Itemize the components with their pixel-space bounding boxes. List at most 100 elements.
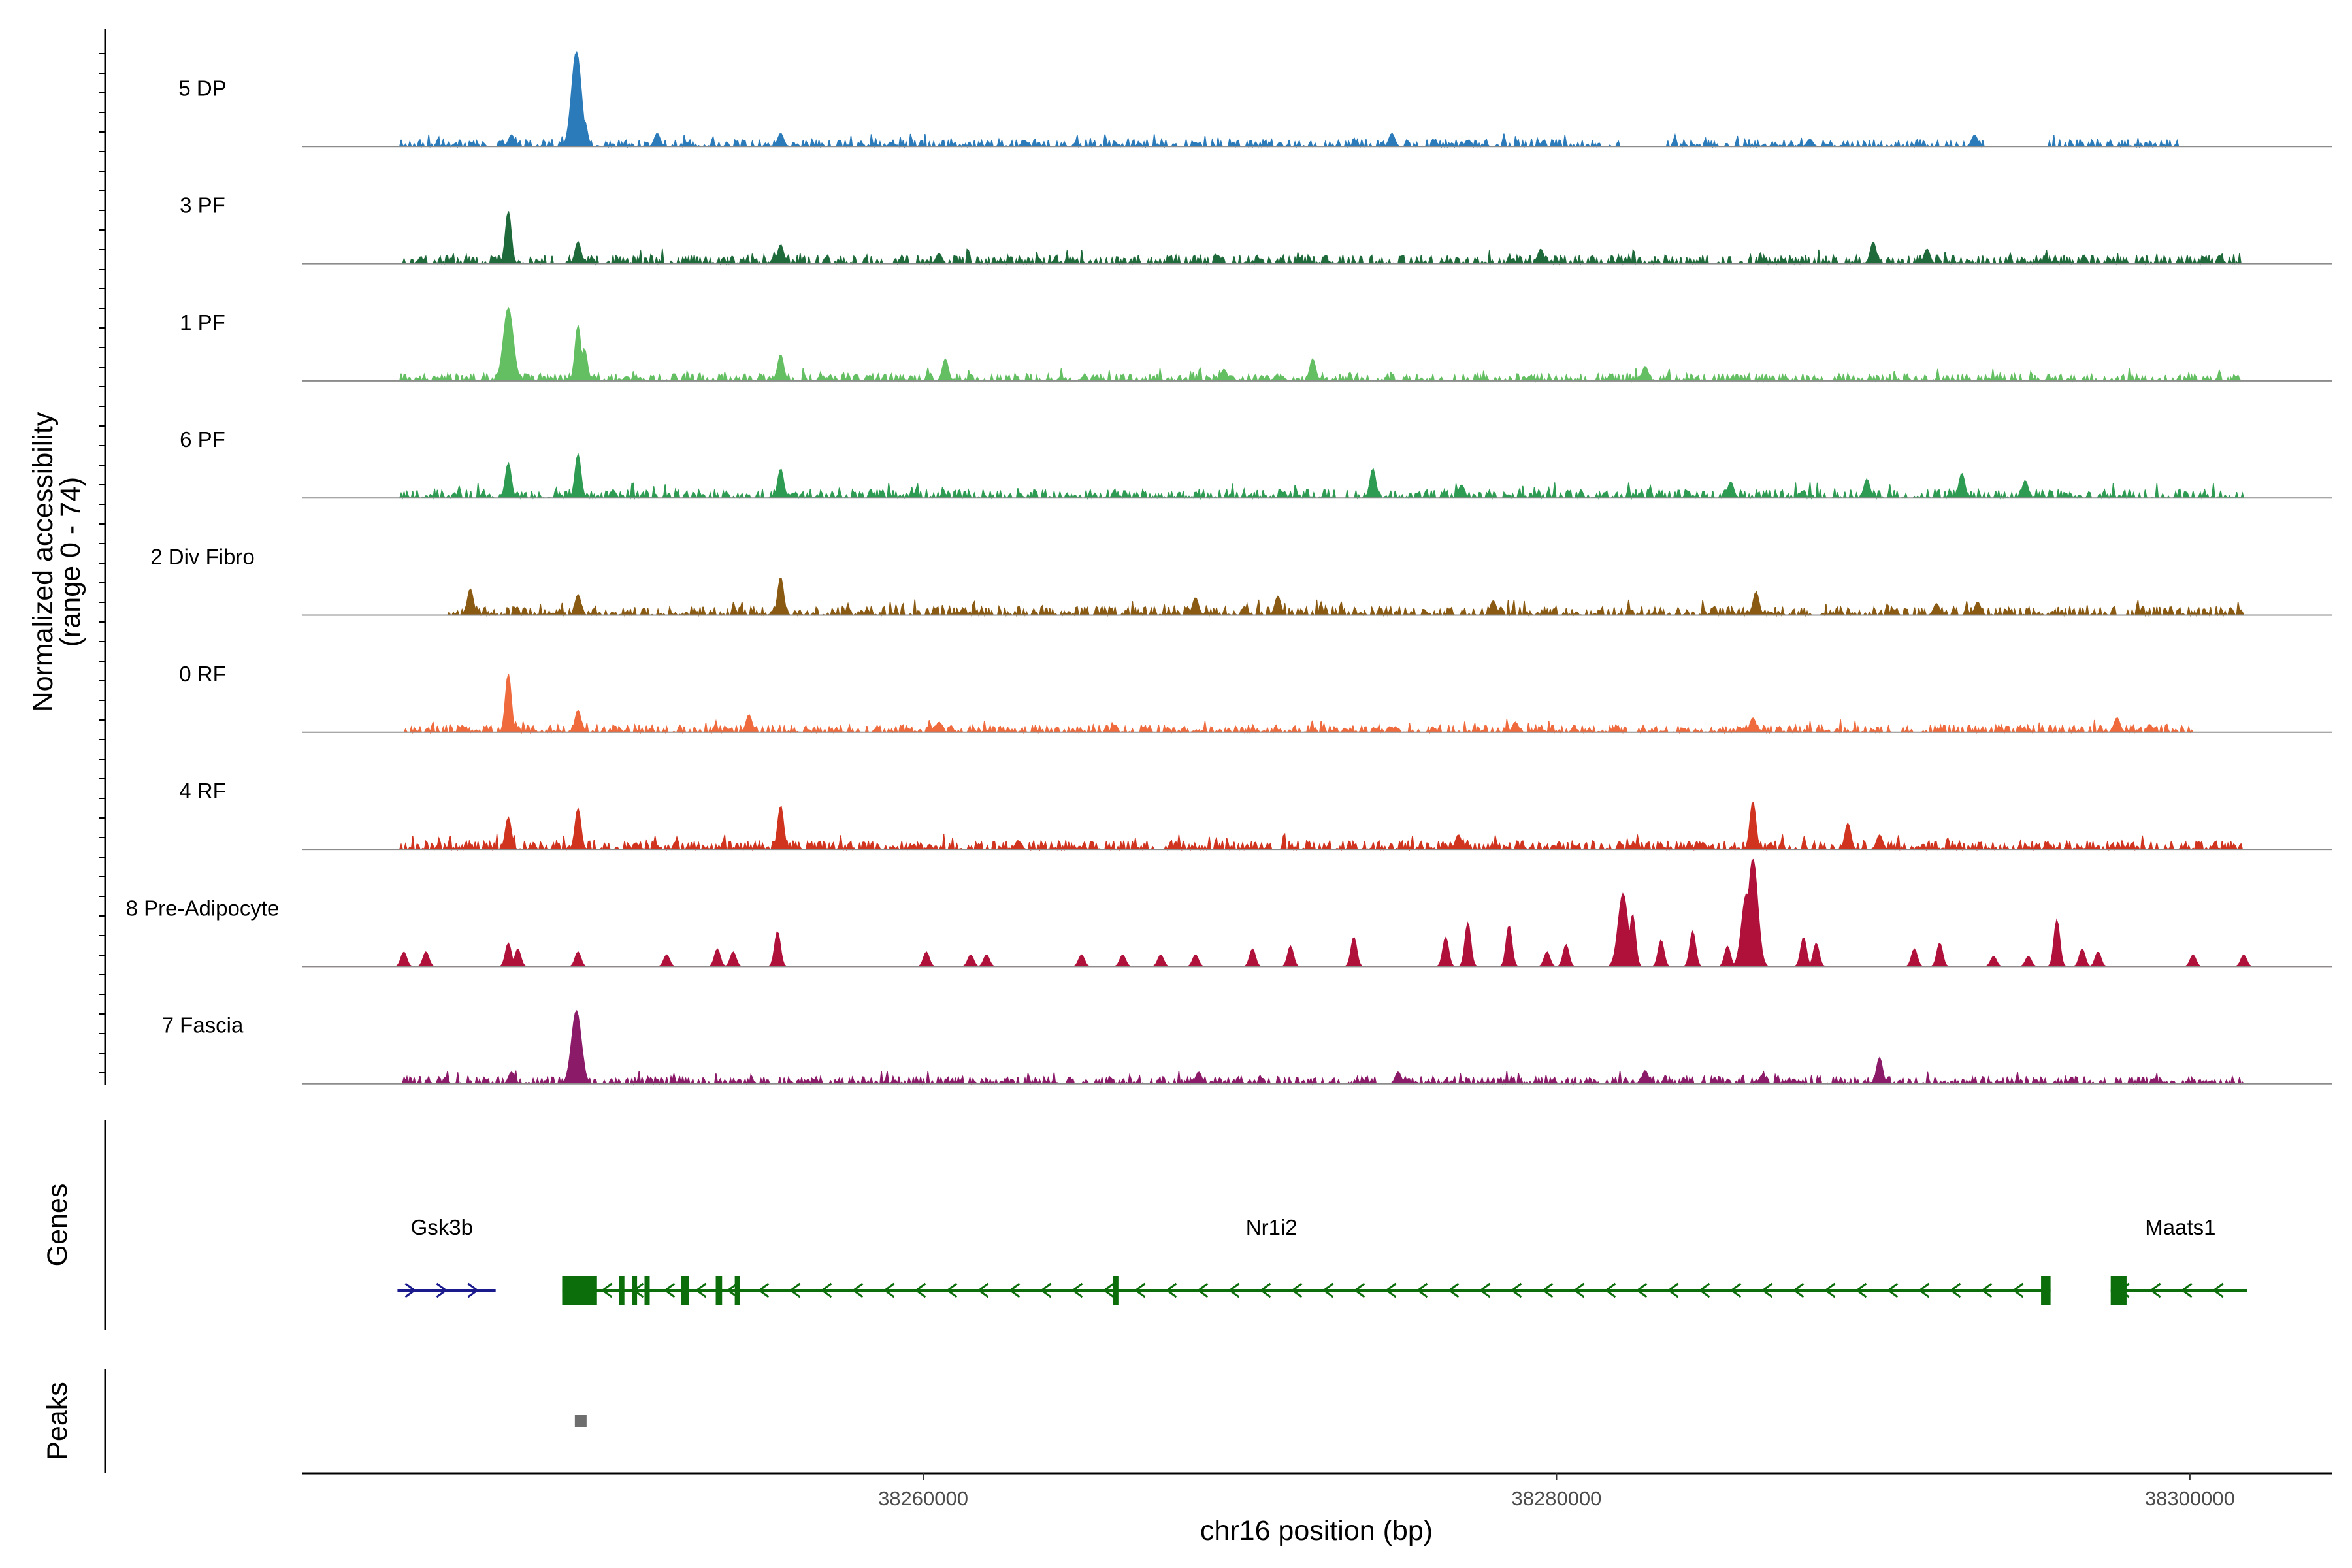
strand-chevron bbox=[2149, 1282, 2161, 1298]
strand-chevron bbox=[1102, 1282, 1115, 1298]
x-tick-label: 38300000 bbox=[2145, 1487, 2235, 1510]
x-axis-title: chr16 position (bp) bbox=[1200, 1515, 1433, 1546]
strand-chevron bbox=[467, 1282, 479, 1298]
strand-chevron bbox=[404, 1282, 416, 1298]
gene-annotations: Gsk3b Nr1i2 Maats1 bbox=[397, 1215, 2247, 1305]
track-4-rf: 4 RF bbox=[179, 779, 2332, 852]
exon bbox=[644, 1276, 650, 1305]
coverage-tracks: 5 DP 3 PF 1 PF 6 PF 2 Div Fibro 0 RF 4 RF 8 Pre… bbox=[126, 50, 2332, 1086]
coverage-area bbox=[302, 577, 2332, 617]
strand-chevron bbox=[1604, 1282, 1616, 1298]
strand-chevron bbox=[1008, 1282, 1021, 1298]
coverage-area bbox=[302, 50, 2332, 149]
strand-chevron bbox=[1573, 1282, 1585, 1298]
track-6-pf: 6 PF bbox=[180, 427, 2332, 500]
strand-chevron bbox=[1667, 1282, 1679, 1298]
track-label: 3 PF bbox=[180, 193, 225, 218]
strand-chevron bbox=[820, 1282, 832, 1298]
peak-regions bbox=[574, 1415, 587, 1427]
coverage-y-ticks bbox=[99, 53, 105, 1073]
exon bbox=[681, 1276, 689, 1305]
strand-chevron bbox=[1541, 1282, 1554, 1298]
strand-chevron bbox=[1196, 1282, 1209, 1298]
strand-chevron bbox=[851, 1282, 864, 1298]
strand-chevron bbox=[2181, 1282, 2193, 1298]
gene-maats1: Maats1 bbox=[2110, 1215, 2247, 1305]
track-0-rf: 0 RF bbox=[179, 662, 2332, 734]
strand-chevron bbox=[1165, 1282, 1177, 1298]
track-3-pf: 3 PF bbox=[180, 193, 2332, 266]
strand-chevron bbox=[1228, 1282, 1240, 1298]
strand-chevron bbox=[1635, 1282, 1648, 1298]
exon bbox=[2110, 1276, 2127, 1305]
y-axis-title-line2: (range 0 - 74) bbox=[55, 477, 86, 647]
strand-chevron bbox=[1510, 1282, 1522, 1298]
strand-chevron bbox=[1071, 1282, 1083, 1298]
coverage-area bbox=[302, 1009, 2332, 1086]
exon bbox=[2041, 1276, 2051, 1305]
x-axis-ticks: 38260000 38280000 38300000 bbox=[878, 1473, 2235, 1510]
exon bbox=[1113, 1276, 1119, 1305]
exon bbox=[632, 1276, 638, 1305]
track-label: 8 Pre-Adipocyte bbox=[126, 896, 280, 920]
strand-chevron bbox=[663, 1282, 676, 1298]
strand-chevron bbox=[1416, 1282, 1428, 1298]
strand-chevron bbox=[1384, 1282, 1397, 1298]
strand-chevron bbox=[436, 1282, 448, 1298]
strand-chevron bbox=[2212, 1282, 2224, 1298]
strand-chevron bbox=[1478, 1282, 1491, 1298]
track-label: 0 RF bbox=[179, 662, 226, 686]
strand-chevron bbox=[1039, 1282, 1052, 1298]
coverage-area bbox=[302, 674, 2332, 734]
strand-chevron bbox=[1949, 1282, 1961, 1298]
strand-chevron bbox=[1918, 1282, 1930, 1298]
strand-chevron bbox=[1886, 1282, 1899, 1298]
coverage-area bbox=[302, 211, 2332, 266]
strand-chevron bbox=[757, 1282, 770, 1298]
track-7-fascia: 7 Fascia bbox=[162, 1009, 2332, 1086]
track-5-dp: 5 DP bbox=[178, 50, 2332, 149]
peaks-panel-label: Peaks bbox=[42, 1382, 73, 1460]
strand-chevron bbox=[726, 1282, 738, 1298]
strand-chevron bbox=[1259, 1282, 1271, 1298]
strand-chevron bbox=[789, 1282, 801, 1298]
track-1-pf: 1 PF bbox=[180, 306, 2332, 383]
strand-chevron bbox=[600, 1282, 613, 1298]
track-label: 2 Div Fibro bbox=[150, 545, 255, 569]
strand-chevron bbox=[2012, 1282, 2024, 1298]
gene-label: Gsk3b bbox=[411, 1215, 473, 1239]
gene-label: Maats1 bbox=[2145, 1215, 2215, 1239]
strand-chevron bbox=[883, 1282, 895, 1298]
strand-chevron bbox=[977, 1282, 989, 1298]
track-label: 7 Fascia bbox=[162, 1013, 244, 1037]
strand-chevron bbox=[1698, 1282, 1710, 1298]
track-label: 5 DP bbox=[178, 76, 226, 100]
strand-chevron bbox=[1823, 1282, 1836, 1298]
x-tick-label: 38260000 bbox=[878, 1487, 968, 1510]
gene-nr1i2: Nr1i2 bbox=[562, 1215, 2051, 1305]
track-8-pre-adipocyte: 8 Pre-Adipocyte bbox=[126, 858, 2332, 968]
strand-chevron bbox=[1980, 1282, 1993, 1298]
strand-chevron bbox=[1353, 1282, 1365, 1298]
gene-gsk3b: Gsk3b bbox=[397, 1215, 496, 1298]
coverage-area bbox=[302, 801, 2332, 852]
strand-chevron bbox=[1447, 1282, 1460, 1298]
strand-chevron bbox=[1729, 1282, 1742, 1298]
coverage-area bbox=[302, 858, 2332, 968]
strand-chevron bbox=[945, 1282, 958, 1298]
strand-chevron bbox=[1322, 1282, 1334, 1298]
strand-chevron bbox=[914, 1282, 926, 1298]
track-label: 1 PF bbox=[180, 310, 225, 335]
strand-chevron bbox=[1134, 1282, 1146, 1298]
track-2-div-fibro: 2 Div Fibro bbox=[150, 545, 2332, 617]
y-axis-title-line1: Normalized accessibility bbox=[27, 412, 59, 711]
coverage-area bbox=[302, 452, 2332, 500]
exon bbox=[562, 1276, 597, 1305]
strand-chevron bbox=[1761, 1282, 1773, 1298]
strand-chevron bbox=[1855, 1282, 1867, 1298]
strand-chevron bbox=[1290, 1282, 1303, 1298]
x-tick-label: 38280000 bbox=[1511, 1487, 1601, 1510]
track-label: 4 RF bbox=[179, 779, 226, 803]
strand-chevron bbox=[694, 1282, 707, 1298]
